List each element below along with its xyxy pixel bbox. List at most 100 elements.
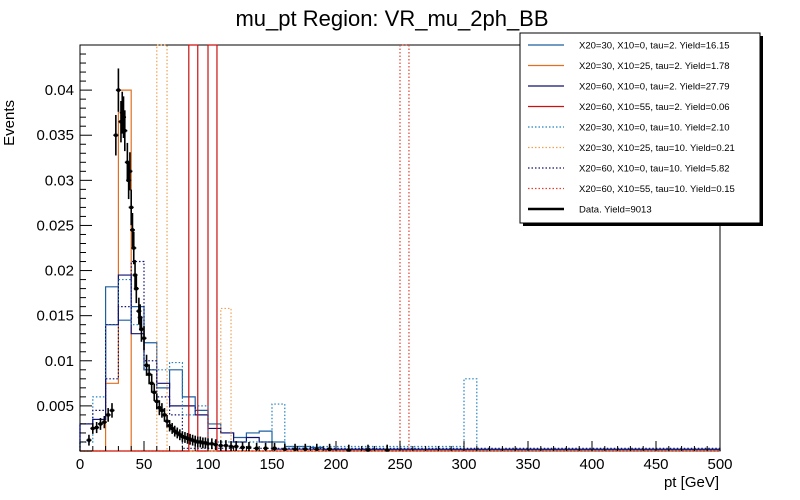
data-point bbox=[154, 393, 160, 410]
legend-label: X20=30, X10=25, tau=10. Yield=0.21 bbox=[579, 143, 735, 154]
data-point-marker bbox=[129, 205, 133, 209]
y-tick-label: 0.015 bbox=[36, 308, 74, 325]
data-point-marker bbox=[157, 406, 161, 410]
data-point-marker bbox=[121, 115, 126, 119]
data-point bbox=[254, 442, 260, 451]
legend-entry: X20=30, X10=0, tau=10. Yield=2.10 bbox=[528, 123, 730, 134]
data-points-group bbox=[86, 68, 390, 452]
data-point-marker bbox=[170, 426, 174, 431]
x-tick-label: 450 bbox=[643, 456, 668, 473]
data-point bbox=[161, 408, 167, 422]
legend-entry: X20=30, X10=25, tau=10. Yield=0.21 bbox=[528, 143, 735, 154]
histogram-series-7 bbox=[79, 260, 721, 451]
data-point-marker bbox=[175, 431, 179, 435]
y-axis-label: Events bbox=[1, 100, 18, 146]
data-point bbox=[128, 189, 134, 226]
x-tick-label: 250 bbox=[387, 456, 412, 473]
data-point-marker bbox=[160, 408, 164, 412]
histogram-series-8 bbox=[80, 44, 720, 452]
data-point-marker bbox=[229, 444, 233, 449]
data-point-marker bbox=[203, 441, 208, 445]
y-tick-label: 0.02 bbox=[45, 263, 74, 280]
data-point bbox=[113, 114, 119, 156]
legend-label: X20=60, X10=0, tau=2. Yield=27.79 bbox=[579, 82, 730, 93]
legend-entry: Data. Yield=9013 bbox=[528, 205, 652, 216]
data-point-marker bbox=[219, 443, 223, 448]
data-point bbox=[292, 443, 298, 451]
data-point-marker bbox=[210, 442, 214, 446]
data-point-marker bbox=[142, 336, 146, 340]
x-tick-label: 300 bbox=[451, 456, 476, 473]
data-point bbox=[94, 422, 100, 434]
data-point-marker bbox=[180, 434, 184, 439]
data-point bbox=[146, 364, 152, 385]
data-point-marker bbox=[127, 178, 131, 182]
data-point-marker bbox=[119, 120, 123, 124]
data-point bbox=[172, 425, 178, 437]
data-point-marker bbox=[188, 437, 192, 441]
data-point bbox=[167, 420, 173, 432]
histogram-series-3 bbox=[79, 274, 721, 451]
data-point-marker bbox=[133, 273, 137, 277]
x-tick-label: 0 bbox=[76, 456, 84, 473]
legend-entry: X20=60, X10=55, tau=2. Yield=0.06 bbox=[528, 102, 730, 113]
data-point-marker bbox=[165, 419, 169, 423]
y-tick-label: 0.03 bbox=[45, 172, 74, 189]
legend-entry: X20=30, X10=25, tau=2. Yield=1.78 bbox=[528, 61, 730, 72]
data-point-marker bbox=[130, 228, 135, 232]
data-point bbox=[223, 440, 229, 451]
data-point bbox=[105, 408, 111, 422]
data-point-marker bbox=[196, 440, 200, 444]
data-point bbox=[159, 403, 165, 418]
data-point-marker bbox=[234, 444, 238, 449]
data-point-marker bbox=[147, 372, 151, 376]
x-tick-label: 100 bbox=[195, 456, 220, 473]
data-point-marker bbox=[87, 438, 91, 442]
data-point-marker bbox=[125, 160, 129, 164]
data-point-marker bbox=[95, 425, 99, 430]
data-point-marker bbox=[102, 420, 106, 424]
data-point bbox=[174, 427, 180, 439]
data-point-marker bbox=[162, 413, 167, 417]
data-point bbox=[86, 434, 92, 446]
data-point-marker bbox=[168, 424, 172, 428]
data-point-marker bbox=[272, 446, 277, 450]
x-tick-label: 50 bbox=[136, 456, 153, 473]
y-tick-label: 0.04 bbox=[45, 82, 74, 99]
data-point-marker bbox=[132, 246, 136, 250]
data-point-marker bbox=[138, 315, 142, 320]
y-tick-label: 0.035 bbox=[36, 127, 74, 144]
data-point bbox=[365, 444, 371, 452]
data-point bbox=[302, 443, 308, 451]
data-point-marker bbox=[315, 447, 319, 451]
data-point-marker bbox=[128, 169, 132, 173]
data-point-marker bbox=[91, 426, 95, 431]
data-point-marker bbox=[303, 447, 307, 451]
histogram-group bbox=[79, 44, 721, 452]
data-point bbox=[164, 415, 170, 428]
data-point bbox=[138, 316, 144, 342]
legend-label: X20=30, X10=25, tau=2. Yield=1.78 bbox=[579, 61, 730, 72]
histogram-series-6 bbox=[80, 44, 720, 452]
data-point-marker bbox=[123, 129, 127, 133]
legend-label: X20=30, X10=0, tau=2. Yield=16.15 bbox=[579, 41, 730, 52]
data-point-marker bbox=[191, 438, 195, 442]
data-point-marker bbox=[255, 446, 259, 450]
legend-label: X20=60, X10=55, tau=10. Yield=0.15 bbox=[579, 184, 735, 195]
data-point bbox=[177, 429, 183, 441]
data-point bbox=[101, 416, 107, 429]
data-point bbox=[169, 423, 175, 434]
legend-entry: X20=30, X10=0, tau=2. Yield=16.15 bbox=[528, 41, 730, 52]
x-tick-label: 400 bbox=[579, 456, 604, 473]
legend-box bbox=[519, 32, 761, 224]
data-point bbox=[213, 439, 219, 451]
data-point-marker bbox=[201, 441, 205, 445]
x-tick-label: 350 bbox=[515, 456, 540, 473]
data-point bbox=[151, 383, 157, 402]
data-point-marker bbox=[155, 399, 159, 403]
data-point-marker bbox=[366, 448, 370, 452]
data-point-marker bbox=[120, 111, 124, 115]
data-point bbox=[263, 442, 269, 451]
data-point-marker bbox=[293, 447, 297, 451]
